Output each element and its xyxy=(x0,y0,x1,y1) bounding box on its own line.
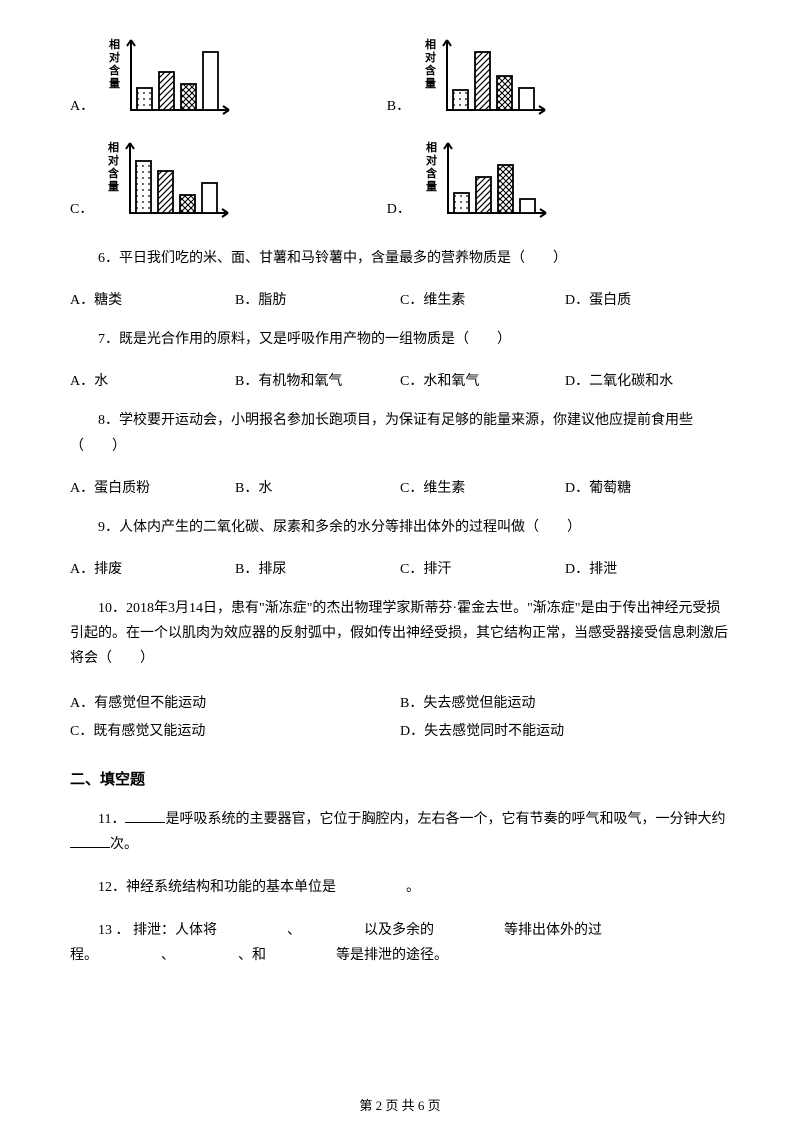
svg-text:量: 量 xyxy=(426,180,437,193)
svg-text:对: 对 xyxy=(108,153,119,167)
q6-options: A．糖类 B．脂肪 C．维生素 D．蛋白质 xyxy=(70,289,730,309)
q6-opt-B: B．脂肪 xyxy=(235,289,400,309)
chart-D: 相对含量 xyxy=(416,133,551,228)
q6-opt-D: D．蛋白质 xyxy=(565,289,730,309)
q6-opt-A: A．糖类 xyxy=(70,289,235,309)
svg-text:相: 相 xyxy=(426,140,437,154)
svg-text:量: 量 xyxy=(108,180,119,193)
svg-text:相: 相 xyxy=(108,140,119,154)
q10-opt-A: A．有感觉但不能运动 xyxy=(70,690,400,718)
svg-text:对: 对 xyxy=(426,153,437,167)
q9-text: 9．人体内产生的二氧化碳、尿素和多余的水分等排出体外的过程叫做（ ） xyxy=(70,515,730,540)
chart-D-label: D． xyxy=(387,198,411,218)
svg-text:含: 含 xyxy=(108,63,121,77)
q9-opt-D: D．排泄 xyxy=(565,558,730,578)
q11-t2: 次。 xyxy=(110,837,138,852)
q10-text: 10．2018年3月14日，患有"渐冻症"的杰出物理学家斯蒂芬·霍金去世。"渐冻… xyxy=(70,596,730,672)
q13-text: 13 ． 排泄：人体将 、 以及多余的 等排出体外的过程。 、 、和 等是排泄的… xyxy=(70,918,730,968)
q7-opt-D: D．二氧化碳和水 xyxy=(565,370,730,390)
svg-text:相: 相 xyxy=(425,37,436,51)
q8-text: 8．学校要开运动会，小明报名参加长跑项目，为保证有足够的能量来源，你建议他应提前… xyxy=(70,408,730,458)
svg-text:对: 对 xyxy=(425,50,436,64)
chart-row-2: C． 相对含量 D． 相对含量 xyxy=(70,133,730,228)
q6-text: 6．平日我们吃的米、面、甘薯和马铃薯中，含量最多的营养物质是（ ） xyxy=(70,246,730,271)
q12-text: 12．神经系统结构和功能的基本单位是 。 xyxy=(70,875,730,900)
q11-blank-1 xyxy=(125,807,165,823)
q9-opt-A: A．排废 xyxy=(70,558,235,578)
q8-opt-D: D．葡萄糖 xyxy=(565,477,730,497)
chart-B-label: B． xyxy=(387,95,410,115)
page-footer: 第 2 页 共 6 页 xyxy=(0,1095,800,1114)
q9-opt-C: C．排汗 xyxy=(400,558,565,578)
q7-options: A．水 B．有机物和氧气 C．水和氧气 D．二氧化碳和水 xyxy=(70,370,730,390)
q8-opt-A: A．蛋白质粉 xyxy=(70,477,235,497)
chart-A-cell: A． 相对含量 xyxy=(70,30,387,125)
svg-text:量: 量 xyxy=(425,77,436,90)
chart-B-cell: B． 相对含量 xyxy=(387,30,730,125)
chart-C-cell: C． 相对含量 xyxy=(70,133,387,228)
q7-opt-C: C．水和氧气 xyxy=(400,370,565,390)
q9-opt-B: B．排尿 xyxy=(235,558,400,578)
svg-text:含: 含 xyxy=(424,63,437,77)
q8-options: A．蛋白质粉 B．水 C．维生素 D．葡萄糖 xyxy=(70,477,730,497)
chart-A: 相对含量 xyxy=(99,30,234,125)
q10-options: A．有感觉但不能运动 B．失去感觉但能运动 C．既有感觉又能运动 D．失去感觉同… xyxy=(70,690,730,746)
svg-text:对: 对 xyxy=(109,50,120,64)
svg-text:含: 含 xyxy=(425,166,438,180)
q7-opt-A: A．水 xyxy=(70,370,235,390)
svg-text:量: 量 xyxy=(109,77,120,90)
section-2-heading: 二、填空题 xyxy=(70,768,730,789)
q8-opt-B: B．水 xyxy=(235,477,400,497)
chart-B: 相对含量 xyxy=(415,30,550,125)
chart-C: 相对含量 xyxy=(98,133,233,228)
q11-pre: 11． xyxy=(98,812,125,827)
svg-text:相: 相 xyxy=(109,37,120,51)
q11: 11． 是呼吸系统的主要器官，它位于胸腔内，左右各一个，它有节奏的呼气和吸气，一分… xyxy=(70,807,730,857)
chart-row-1: A． 相对含量 B． 相对含量 xyxy=(70,30,730,125)
q11-blank-2 xyxy=(70,832,110,848)
q7-text: 7．既是光合作用的原料，又是呼吸作用产物的一组物质是（ ） xyxy=(70,327,730,352)
svg-text:含: 含 xyxy=(107,166,120,180)
chart-D-cell: D． 相对含量 xyxy=(387,133,730,228)
q6-opt-C: C．维生素 xyxy=(400,289,565,309)
q10-opt-B: B．失去感觉但能运动 xyxy=(400,690,730,718)
q8-opt-C: C．维生素 xyxy=(400,477,565,497)
q11-t1: 是呼吸系统的主要器官，它位于胸腔内，左右各一个，它有节奏的呼气和吸气，一分钟大约 xyxy=(165,812,725,827)
chart-A-label: A． xyxy=(70,95,94,115)
q9-options: A．排废 B．排尿 C．排汗 D．排泄 xyxy=(70,558,730,578)
chart-C-label: C． xyxy=(70,198,93,218)
q10-opt-C: C．既有感觉又能运动 xyxy=(70,718,400,746)
q10-opt-D: D．失去感觉同时不能运动 xyxy=(400,718,730,746)
q7-opt-B: B．有机物和氧气 xyxy=(235,370,400,390)
